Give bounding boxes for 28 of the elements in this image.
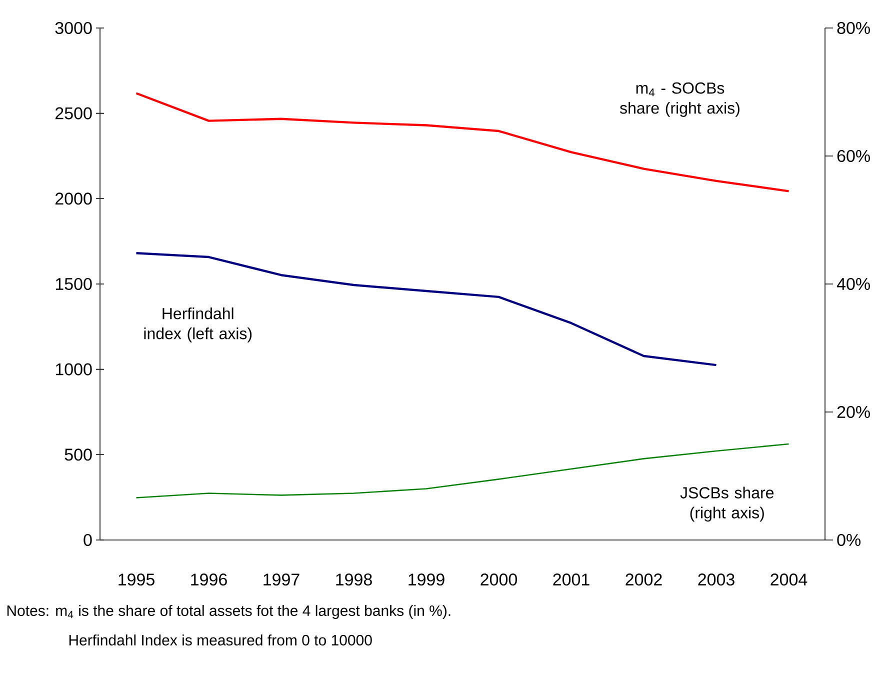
x-tick-label: 2000: [480, 574, 518, 586]
x-tick-label: 2004: [770, 574, 808, 586]
x-tick-label: 1996: [191, 574, 227, 586]
y2-tick-label: 20%: [837, 406, 870, 418]
text: Herfindahl index (left axis): [144, 307, 252, 342]
x-tick-label: 1995: [118, 574, 154, 586]
y2-tick-label: 80%: [837, 22, 870, 34]
text: Notes: m$_{4}$ is the share of total assets fot the 4 largest banks (in %).: [7, 604, 450, 619]
text: m$_{4}$ - SOCBs share (right axis): [620, 82, 740, 117]
x-tick-label: 1997: [264, 574, 300, 586]
x-tick-label: 2003: [698, 574, 734, 586]
line-series: [135, 252, 718, 366]
y2-tick-label: 40%: [836, 278, 870, 290]
x-tick-label: 1998: [336, 574, 372, 586]
y2-tick-label: 0%: [837, 534, 861, 546]
y-tick-label: 0: [84, 534, 92, 546]
y-tick-label: 2500: [56, 107, 92, 120]
y-tick-label: 2000: [56, 192, 92, 205]
y-tick-label: 1500: [56, 278, 92, 290]
x-tick-label: 1999: [408, 574, 444, 586]
y-tick-label: 3000: [55, 22, 92, 34]
x-tick-label: 2001: [553, 574, 590, 586]
y2-tick-label: 60%: [837, 150, 870, 162]
text: Herfindahl Index is measured from 0 to 10000: [69, 634, 372, 646]
y-tick-label: 500: [64, 448, 92, 461]
series-label: JSCBs share (right axis): [680, 486, 774, 522]
x-tick-label: 2002: [626, 574, 662, 586]
y-tick-label: 1000: [56, 363, 92, 376]
